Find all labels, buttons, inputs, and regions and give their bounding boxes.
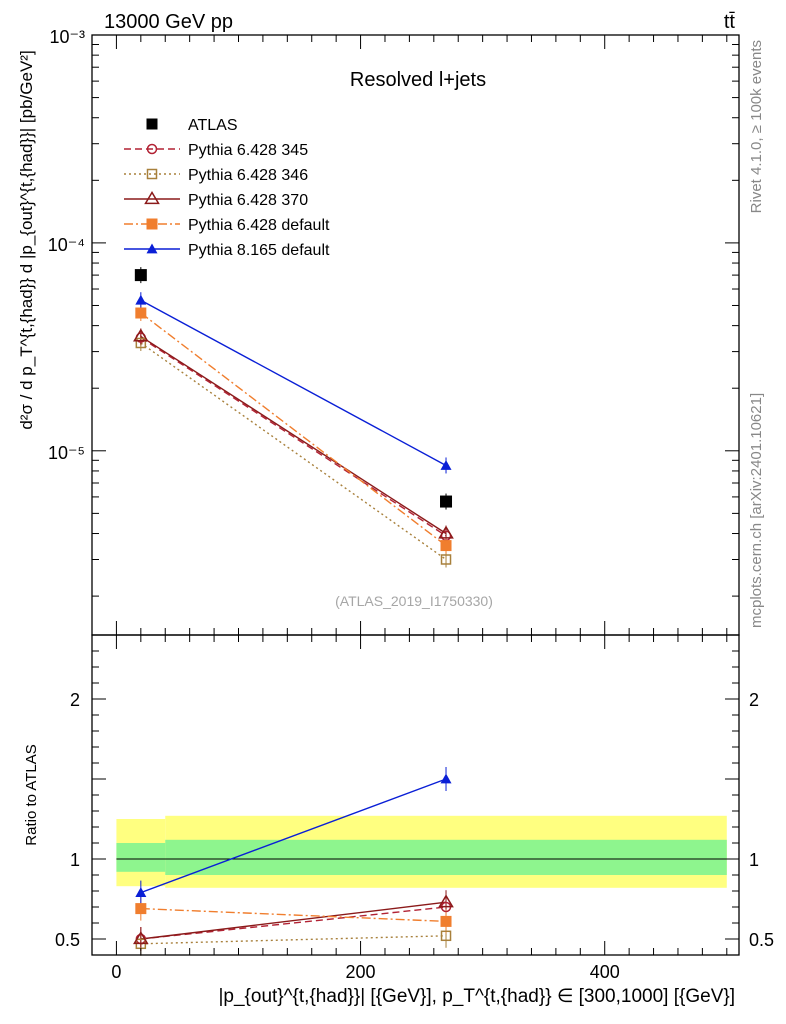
ratio-point-series-2-0: [133, 931, 149, 945]
ratio-point-series-3-0: [135, 903, 147, 915]
main-line-series-3: [140, 335, 447, 535]
energy-label: 13000 GeV pp: [104, 11, 233, 33]
main-point-series-3-1: [438, 525, 454, 539]
ratio-point-series-4-0: [135, 887, 147, 897]
ratio-line-series-1: [140, 935, 447, 945]
legend-label-2: Pythia 6.428 346: [188, 167, 308, 184]
main-y-axis-label: d²σ / d p_T^{t,{had}} d |p_{out}^{t,{had…: [17, 50, 36, 429]
analysis-watermark: (ATLAS_2019_I1750330): [335, 593, 493, 609]
ratio-line-series-2: [140, 901, 447, 940]
legend-label-4: Pythia 6.428 default: [188, 217, 330, 234]
legend-label-5: Pythia 8.165 default: [188, 242, 330, 259]
chart-title: Resolved l+jets: [350, 69, 486, 91]
ratio-point-series-2-1: [438, 894, 454, 908]
main-line-series-2: [140, 342, 447, 561]
legend-marker-4: [146, 218, 158, 230]
ratio-point-series-1-1: [440, 930, 452, 942]
ratio-y-tick-label-right: 0.5: [749, 930, 774, 950]
ratio-point-series-4-1: [440, 773, 452, 784]
process-label: tt̄: [724, 11, 736, 33]
main-line-series-1: [140, 337, 447, 537]
ratio-y-tick-label-left: 1: [70, 850, 80, 870]
ratio-point-series-3-1: [440, 915, 452, 927]
x-tick-label: 0: [111, 962, 121, 982]
main-y-tick-label: 10⁻⁵: [48, 443, 85, 463]
legend-label-1: Pythia 6.428 345: [188, 142, 308, 159]
main-point-series-4-0: [135, 307, 147, 319]
ratio-y-axis-label: Ratio to ATLAS: [23, 744, 40, 845]
ratio-line-series-3: [140, 907, 447, 923]
legend-marker-0: [146, 118, 158, 130]
ratio-band-1-bin-1: [165, 839, 727, 875]
legend-marker-1: [146, 143, 158, 155]
main-y-tick-label: 10⁻³: [49, 27, 85, 47]
side-rivet-label: Rivet 4.1.0, ≥ 100k events: [748, 40, 765, 213]
ratio-y-tick-label-right: 2: [749, 690, 759, 710]
legend-marker-5: [146, 243, 158, 254]
ratio-y-tick-label-right: 1: [749, 850, 759, 870]
main-y-tick-label: 10⁻⁴: [48, 235, 85, 255]
x-tick-label: 200: [346, 962, 376, 982]
main-line-series-5: [140, 299, 447, 467]
main-point-series-0-1: [440, 495, 453, 508]
ratio-line-series-0: [140, 906, 447, 940]
main-point-series-3-0: [133, 328, 149, 342]
legend-label-3: Pythia 6.428 370: [188, 192, 308, 209]
x-tick-label: 400: [590, 962, 620, 982]
ratio-band-1-bin-0: [116, 843, 166, 872]
ratio-plot-frame: [91, 634, 740, 956]
main-point-series-5-1: [440, 459, 452, 470]
ratio-line-series-4: [140, 778, 447, 894]
x-axis-label: |p_{out}^{t,{had}}| [{GeV}], p_T^{t,{had…: [218, 986, 735, 1007]
main-point-series-5-0: [135, 294, 147, 305]
main-line-series-4: [140, 312, 447, 547]
legend-marker-3: [144, 191, 160, 205]
ratio-y-tick-label-left: 2: [70, 690, 80, 710]
main-point-series-2-1: [440, 554, 452, 565]
main-point-series-4-1: [440, 540, 452, 552]
legend-label-0: ATLAS: [188, 117, 238, 134]
main-point-series-0-0: [134, 269, 147, 282]
side-mcplots-label: mcplots.cern.ch [arXiv:2401.10621]: [748, 393, 765, 628]
legend-marker-2: [146, 168, 158, 180]
ratio-y-tick-label-left: 0.5: [55, 930, 80, 950]
main-point-series-2-0: [135, 337, 147, 349]
